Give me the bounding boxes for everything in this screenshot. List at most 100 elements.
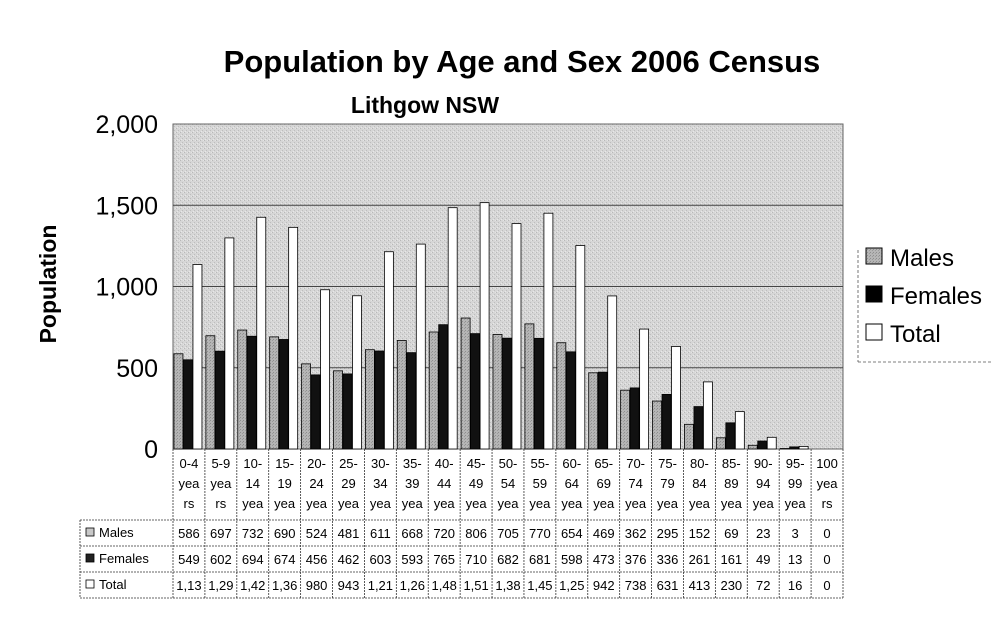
category-label: 84 <box>692 476 706 491</box>
bar-total <box>352 295 362 450</box>
bar-females <box>406 352 417 450</box>
table-cell: 980 <box>306 578 328 593</box>
category-label: 0-4 <box>180 456 199 471</box>
table-cell: 473 <box>593 552 615 567</box>
bar-females <box>310 374 321 450</box>
category-label: 49 <box>469 476 483 491</box>
table-cell: 681 <box>529 552 551 567</box>
category-label: 5-9 <box>211 456 230 471</box>
table-cell: 697 <box>210 526 232 541</box>
category-label: rs <box>822 496 833 511</box>
category-label: 94 <box>756 476 770 491</box>
category-label: yea <box>274 496 296 511</box>
category-label: yea <box>689 496 711 511</box>
table-cell: 603 <box>370 552 392 567</box>
bar-females <box>565 351 576 450</box>
table-cell: 261 <box>689 552 711 567</box>
y-tick-label: 0 <box>144 436 158 464</box>
chart-subtitle: Lithgow NSW <box>351 92 499 118</box>
table-cell: 705 <box>497 526 519 541</box>
table-cell: 16 <box>788 578 802 593</box>
category-label: 45- <box>467 456 486 471</box>
category-label: yea <box>593 496 615 511</box>
chart-title: Population by Age and Sex 2006 Census <box>224 44 821 79</box>
bar-males <box>460 317 471 450</box>
bar-females <box>502 337 512 450</box>
legend-label-females: Females <box>890 283 982 310</box>
legend-swatch-total <box>865 323 883 341</box>
bar-total <box>320 289 330 450</box>
bar-females <box>725 422 736 450</box>
table-cell: 469 <box>593 526 615 541</box>
table-cell: 462 <box>338 552 360 567</box>
category-label: yea <box>625 496 647 511</box>
bar-males <box>492 334 503 450</box>
category-label: yea <box>498 496 520 511</box>
category-label: 89 <box>724 476 738 491</box>
legend-label-males: Males <box>890 245 954 272</box>
bar-females <box>661 393 672 450</box>
bar-males <box>205 335 216 450</box>
table-cell: 942 <box>593 578 615 593</box>
category-label: yea <box>178 476 200 491</box>
category-label: 80- <box>690 456 709 471</box>
table-cell: 549 <box>178 552 200 567</box>
category-label: 65- <box>594 456 613 471</box>
table-cell: 1,36 <box>272 578 297 593</box>
row-label-total: Total <box>99 577 127 592</box>
y-axis-ticks: 0 500 1,000 1,500 2,000 <box>95 111 158 464</box>
category-label: 35- <box>403 456 422 471</box>
bar-males <box>173 353 184 450</box>
category-label: 64 <box>565 476 579 491</box>
category-label: 100 <box>816 456 838 471</box>
bar-total <box>192 264 203 450</box>
bar-males <box>301 363 311 450</box>
bar-females <box>534 337 544 450</box>
bar-total <box>288 226 299 450</box>
bar-females <box>789 446 800 450</box>
table-cell: 943 <box>338 578 360 593</box>
category-label: yea <box>402 496 424 511</box>
bar-total <box>703 381 713 450</box>
bar-females <box>470 333 480 450</box>
category-label: 55- <box>531 456 550 471</box>
category-label: yea <box>210 476 232 491</box>
category-label: 95- <box>786 456 805 471</box>
table-cell: 69 <box>724 526 738 541</box>
category-label: yea <box>561 496 583 511</box>
table-cell: 1,29 <box>208 578 233 593</box>
bar-males <box>364 349 375 450</box>
bar-males <box>269 336 280 450</box>
category-label: 60- <box>562 456 581 471</box>
category-label: yea <box>753 496 775 511</box>
bar-females <box>374 350 385 450</box>
table-cell: 152 <box>689 526 711 541</box>
bar-males <box>556 342 567 450</box>
category-label: rs <box>215 496 226 511</box>
table-cell: 593 <box>401 552 423 567</box>
bar-females <box>183 359 193 450</box>
category-label: 85- <box>722 456 741 471</box>
category-label: 30- <box>371 456 390 471</box>
category-label: 79 <box>660 476 674 491</box>
table-cell: 674 <box>274 552 296 567</box>
table-cell: 336 <box>657 552 679 567</box>
category-label: yea <box>529 496 551 511</box>
table-cell: 376 <box>625 552 647 567</box>
table-cell: 1,45 <box>527 578 552 593</box>
category-label: yea <box>370 496 392 511</box>
table-cell: 1,13 <box>176 578 201 593</box>
y-tick-label: 500 <box>116 355 158 383</box>
bar-males <box>652 400 662 450</box>
bar-females <box>693 406 704 450</box>
table-cell: 586 <box>178 526 200 541</box>
table-cell: 770 <box>529 526 551 541</box>
category-label: 24 <box>309 476 323 491</box>
row-swatch-total <box>85 579 95 589</box>
table-cell: 598 <box>561 552 583 567</box>
bar-total <box>671 346 681 450</box>
bar-males <box>237 329 248 450</box>
category-label: 29 <box>341 476 355 491</box>
table-cell: 0 <box>823 526 830 541</box>
table-cell: 690 <box>274 526 296 541</box>
